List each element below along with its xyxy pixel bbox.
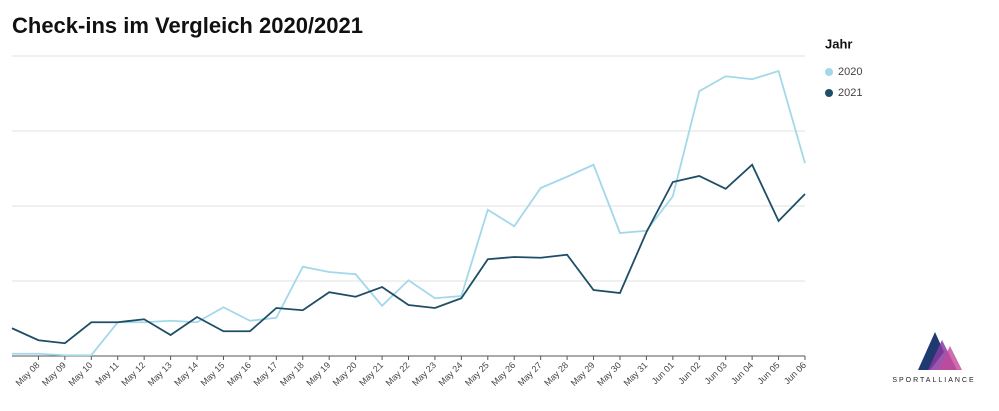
x-tick-label: Jun 03: [703, 360, 729, 386]
x-tick-label: May 17: [251, 360, 279, 388]
legend-marker: [825, 68, 833, 76]
x-tick-label: May 30: [595, 360, 623, 388]
x-tick-label: May 18: [278, 360, 306, 388]
x-tick-label: Jun 04: [729, 360, 755, 386]
series-line: [12, 69, 806, 357]
x-tick-label: May 12: [119, 360, 147, 388]
brand-text: SPORTALLIANCE: [892, 377, 975, 384]
x-tick-label: May 24: [437, 360, 465, 388]
legend-marker: [825, 89, 833, 97]
x-tick-label: May 08: [14, 360, 42, 388]
x-tick-label: May 26: [489, 360, 517, 388]
x-tick-label: Jun 01: [650, 360, 676, 386]
x-tick-label: May 28: [542, 360, 570, 388]
x-tick-label: May 15: [199, 360, 227, 388]
x-tick-label: May 19: [304, 360, 332, 388]
x-tick-label: May 31: [622, 360, 650, 388]
legend-label: 2021: [838, 87, 862, 99]
legend-title: Jahr: [825, 36, 852, 51]
x-tick-label: May 09: [40, 360, 68, 388]
x-tick-label: May 16: [225, 360, 253, 388]
x-tick-label: May 25: [463, 360, 491, 388]
chart-title: Check-ins im Vergleich 2020/2021: [12, 13, 363, 38]
x-tick-label: May 23: [410, 360, 438, 388]
x-tick-label: Jun 05: [755, 360, 781, 386]
x-tick-label: May 10: [66, 360, 94, 388]
legend-label: 2020: [838, 66, 862, 78]
x-tick-label: Jun 06: [782, 360, 808, 386]
x-tick-label: May 14: [172, 360, 200, 388]
x-tick-label: May 11: [93, 360, 120, 387]
x-tick-label: May 22: [384, 360, 412, 388]
x-tick-label: May 29: [569, 360, 597, 388]
x-tick-label: May 27: [516, 360, 544, 388]
x-tick-label: May 20: [331, 360, 359, 388]
series-line: [11, 163, 806, 345]
x-tick-label: May 21: [357, 360, 385, 388]
x-tick-label: May 13: [146, 360, 174, 388]
x-tick-label: Jun 02: [676, 360, 702, 386]
brand-logo: [918, 332, 962, 370]
